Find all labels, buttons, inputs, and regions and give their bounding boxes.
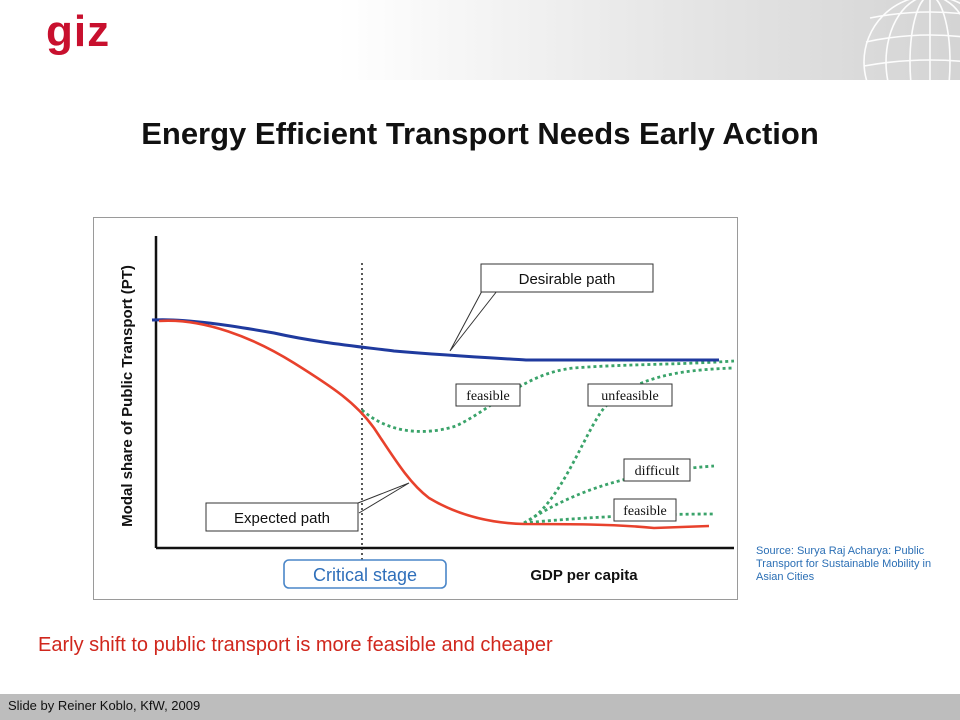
header-bar: giz xyxy=(0,0,960,80)
y-axis-label: Modal share of Public Transport (PT) xyxy=(119,265,136,527)
unfeasible-label: unfeasible xyxy=(601,389,659,404)
late-unfeasible-path xyxy=(523,366,735,525)
modal-share-diagram: Modal share of Public Transport (PT) Des… xyxy=(119,236,735,589)
difficult-label: difficult xyxy=(635,464,680,479)
expected-path-label: Expected path xyxy=(234,510,330,527)
slide-caption: Early shift to public transport is more … xyxy=(38,634,553,656)
desirable-path-line xyxy=(151,318,719,362)
footer-credit: Slide by Reiner Koblo, KfW, 2009 xyxy=(8,698,201,713)
expected-path-callout xyxy=(357,482,410,514)
feasible-late-label: feasible xyxy=(623,504,667,519)
late-difficult-path xyxy=(523,464,715,525)
source-note: Source: Surya Raj Acharya: Public Transp… xyxy=(756,545,932,583)
late-feasible-path xyxy=(523,512,715,525)
slide-title: Energy Efficient Transport Needs Early A… xyxy=(141,116,819,151)
feasible-early-label: feasible xyxy=(466,389,510,404)
giz-logo: giz xyxy=(46,7,111,56)
desirable-path-callout xyxy=(449,290,498,352)
footer-bar: Slide by Reiner Koblo, KfW, 2009 xyxy=(0,694,960,720)
early-feasible-path xyxy=(361,359,735,433)
expected-path-line xyxy=(158,319,710,530)
x-axis-label: GDP per capita xyxy=(530,567,638,584)
globe-icon xyxy=(863,0,960,80)
diagram-frame: Modal share of Public Transport (PT) Des… xyxy=(93,217,738,600)
desirable-path-label: Desirable path xyxy=(519,271,616,288)
critical-stage-label: Critical stage xyxy=(313,565,417,585)
